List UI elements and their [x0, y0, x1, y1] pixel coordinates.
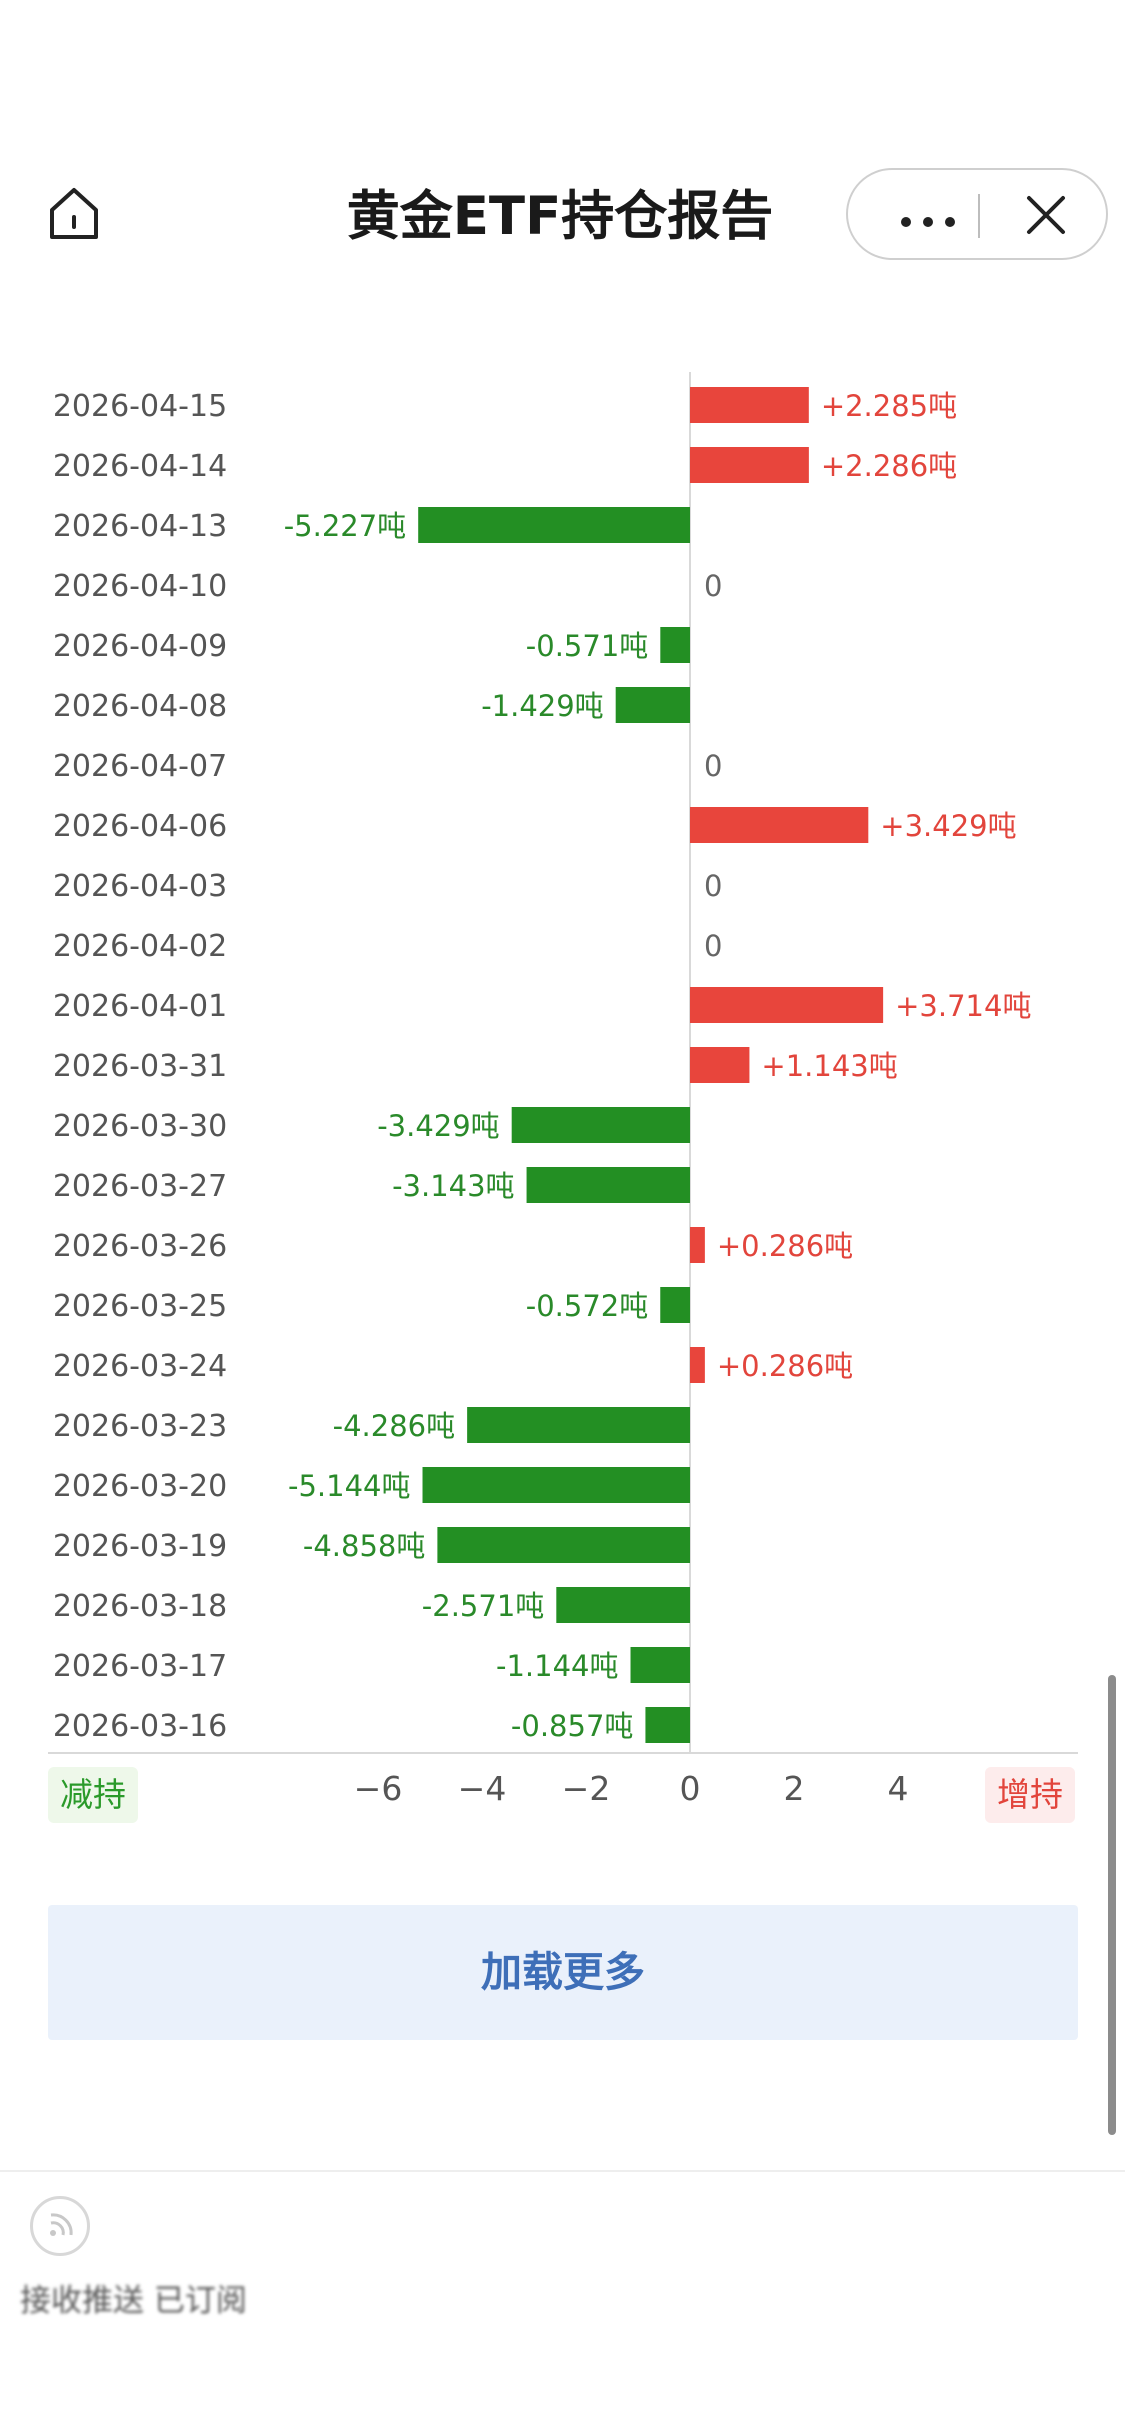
category-label: 2026-04-15: [53, 389, 227, 424]
x-tick-label: −4: [458, 1769, 507, 1808]
value-label: -0.857吨: [511, 1709, 634, 1743]
category-label: 2026-04-01: [53, 989, 227, 1024]
value-label: -4.286吨: [333, 1409, 456, 1443]
value-label: -0.571吨: [526, 629, 649, 663]
category-label: 2026-03-26: [53, 1229, 227, 1264]
bar-increase[interactable]: [690, 1227, 705, 1263]
category-label: 2026-03-30: [53, 1109, 227, 1144]
home-icon[interactable]: [44, 183, 104, 243]
value-label: +0.286吨: [717, 1229, 853, 1263]
value-label: -2.571吨: [422, 1589, 545, 1623]
rss-icon[interactable]: [30, 2196, 90, 2256]
x-tick-label: −2: [562, 1769, 611, 1808]
category-label: 2026-04-06: [53, 809, 227, 844]
value-label: +2.285吨: [821, 389, 957, 423]
category-label: 2026-03-20: [53, 1469, 227, 1504]
category-label: 2026-03-25: [53, 1289, 227, 1324]
value-label: +3.429吨: [880, 809, 1016, 843]
category-label: 2026-03-18: [53, 1589, 227, 1624]
bar-decrease[interactable]: [615, 687, 690, 723]
value-label: -5.144吨: [288, 1469, 411, 1503]
legend-increase: 增持: [985, 1767, 1075, 1823]
close-icon[interactable]: [1023, 192, 1069, 238]
bottom-bar: 接收推送 已订阅: [0, 2170, 1125, 2436]
x-tick-label: 4: [888, 1769, 909, 1808]
value-label: 0: [704, 569, 722, 603]
bar-decrease[interactable]: [526, 1167, 690, 1203]
value-label: -5.227吨: [284, 509, 407, 543]
value-label: +1.143吨: [761, 1049, 897, 1083]
bar-increase[interactable]: [690, 1347, 705, 1383]
value-label: 0: [704, 749, 722, 783]
x-tick-label: 0: [680, 1769, 701, 1808]
bar-increase[interactable]: [690, 387, 809, 423]
category-label: 2026-04-13: [53, 509, 227, 544]
bar-increase[interactable]: [690, 987, 884, 1023]
value-label: +2.286吨: [821, 449, 957, 483]
bar-decrease[interactable]: [467, 1407, 690, 1443]
legend-decrease: 减持: [48, 1767, 138, 1823]
category-label: 2026-03-17: [53, 1649, 227, 1684]
bar-decrease[interactable]: [660, 627, 690, 663]
value-label: 0: [704, 869, 722, 903]
value-label: -1.429吨: [481, 689, 604, 723]
value-label: -1.144吨: [496, 1649, 619, 1683]
category-label: 2026-03-31: [53, 1049, 227, 1084]
category-label: 2026-03-16: [53, 1709, 227, 1744]
scrollbar[interactable]: [1108, 1675, 1116, 2135]
bottom-tab-labels[interactable]: 接收推送 已订阅: [20, 2283, 247, 2319]
etf-holdings-bar-chart: −6 −4 −2 0 2 4 2026-04-15 +2.285吨 2026-04-14 +2.…: [48, 372, 1078, 1808]
category-label: 2026-04-02: [53, 929, 227, 964]
value-label: 0: [704, 929, 722, 963]
category-label: 2026-04-07: [53, 749, 227, 784]
category-label: 2026-04-08: [53, 689, 227, 724]
category-label: 2026-03-19: [53, 1529, 227, 1564]
top-navigation-bar: 黄金ETF持仓报告: [0, 0, 1125, 290]
value-label: +3.714吨: [895, 989, 1031, 1023]
category-label: 2026-03-27: [53, 1169, 227, 1204]
value-label: -3.429吨: [377, 1109, 500, 1143]
value-label: +0.286吨: [717, 1349, 853, 1383]
bar-decrease[interactable]: [418, 507, 690, 543]
category-label: 2026-04-14: [53, 449, 227, 484]
value-label: -0.572吨: [526, 1289, 649, 1323]
more-dots-icon[interactable]: [898, 212, 958, 227]
bar-decrease[interactable]: [437, 1527, 690, 1563]
category-label: 2026-04-10: [53, 569, 227, 604]
bar-decrease[interactable]: [511, 1107, 690, 1143]
page-title: 黄金ETF持仓报告: [346, 186, 774, 247]
value-label: -3.143吨: [392, 1169, 515, 1203]
bar-decrease[interactable]: [630, 1647, 690, 1683]
bar-increase[interactable]: [690, 807, 869, 843]
bar-increase[interactable]: [690, 447, 809, 483]
category-label: 2026-03-23: [53, 1409, 227, 1444]
mini-program-capsule: [846, 168, 1108, 260]
bar-increase[interactable]: [690, 1047, 750, 1083]
value-label: -4.858吨: [303, 1529, 426, 1563]
x-tick-label: −6: [354, 1769, 403, 1808]
x-tick-label: 2: [784, 1769, 805, 1808]
load-more-button[interactable]: 加载更多: [48, 1905, 1078, 2040]
bar-decrease[interactable]: [422, 1467, 690, 1503]
bar-decrease[interactable]: [556, 1587, 690, 1623]
bar-decrease[interactable]: [660, 1287, 690, 1323]
category-label: 2026-03-24: [53, 1349, 227, 1384]
category-label: 2026-04-09: [53, 629, 227, 664]
category-label: 2026-04-03: [53, 869, 227, 904]
bar-decrease[interactable]: [645, 1707, 690, 1743]
capsule-divider: [978, 194, 980, 238]
bottom-divider: [0, 2170, 1125, 2172]
